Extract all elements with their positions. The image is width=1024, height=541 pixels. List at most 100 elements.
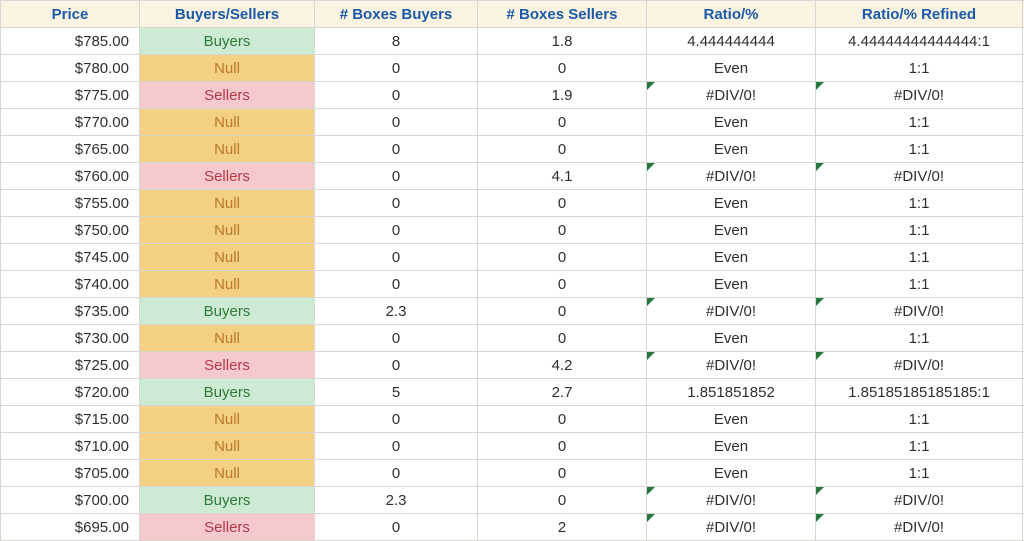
cell-price[interactable]: $785.00 — [1, 28, 140, 55]
cell-nsell[interactable]: 0 — [478, 433, 647, 460]
cell-nsell[interactable]: 4.2 — [478, 352, 647, 379]
cell-bs[interactable]: Null — [140, 406, 315, 433]
cell-nsell[interactable]: 0 — [478, 217, 647, 244]
cell-price[interactable]: $715.00 — [1, 406, 140, 433]
cell-bs[interactable]: Buyers — [140, 487, 315, 514]
cell-nbuy[interactable]: 0 — [315, 460, 478, 487]
cell-price[interactable]: $770.00 — [1, 109, 140, 136]
cell-nsell[interactable]: 1.9 — [478, 82, 647, 109]
cell-bs[interactable]: Null — [140, 244, 315, 271]
cell-nbuy[interactable]: 8 — [315, 28, 478, 55]
cell-nbuy[interactable]: 0 — [315, 433, 478, 460]
cell-nsell[interactable]: 0 — [478, 460, 647, 487]
cell-bs[interactable]: Null — [140, 433, 315, 460]
cell-ratio2[interactable]: 1:1 — [816, 460, 1023, 487]
cell-ratio[interactable]: 4.444444444 — [647, 28, 816, 55]
cell-bs[interactable]: Sellers — [140, 82, 315, 109]
cell-price[interactable]: $720.00 — [1, 379, 140, 406]
cell-ratio2[interactable]: #DIV/0! — [816, 82, 1023, 109]
cell-ratio[interactable]: Even — [647, 325, 816, 352]
cell-ratio[interactable]: #DIV/0! — [647, 298, 816, 325]
cell-price[interactable]: $760.00 — [1, 163, 140, 190]
cell-bs[interactable]: Sellers — [140, 163, 315, 190]
cell-nsell[interactable]: 0 — [478, 325, 647, 352]
cell-ratio[interactable]: #DIV/0! — [647, 352, 816, 379]
cell-price[interactable]: $755.00 — [1, 190, 140, 217]
cell-nsell[interactable]: 2.7 — [478, 379, 647, 406]
cell-bs[interactable]: Null — [140, 460, 315, 487]
cell-nsell[interactable]: 1.8 — [478, 28, 647, 55]
cell-nbuy[interactable]: 0 — [315, 163, 478, 190]
cell-ratio2[interactable]: 1:1 — [816, 433, 1023, 460]
column-header-ratio2[interactable]: Ratio/% Refined — [816, 1, 1023, 28]
cell-bs[interactable]: Null — [140, 217, 315, 244]
cell-nbuy[interactable]: 2.3 — [315, 298, 478, 325]
cell-nsell[interactable]: 0 — [478, 271, 647, 298]
cell-nbuy[interactable]: 5 — [315, 379, 478, 406]
cell-nbuy[interactable]: 0 — [315, 217, 478, 244]
cell-bs[interactable]: Buyers — [140, 379, 315, 406]
cell-ratio2[interactable]: #DIV/0! — [816, 298, 1023, 325]
cell-bs[interactable]: Null — [140, 325, 315, 352]
cell-nsell[interactable]: 0 — [478, 136, 647, 163]
cell-nbuy[interactable]: 0 — [315, 55, 478, 82]
cell-price[interactable]: $740.00 — [1, 271, 140, 298]
cell-ratio2[interactable]: 1:1 — [816, 244, 1023, 271]
cell-price[interactable]: $745.00 — [1, 244, 140, 271]
cell-ratio2[interactable]: #DIV/0! — [816, 487, 1023, 514]
cell-bs[interactable]: Buyers — [140, 298, 315, 325]
cell-ratio2[interactable]: 1:1 — [816, 271, 1023, 298]
cell-bs[interactable]: Null — [140, 109, 315, 136]
cell-bs[interactable]: Null — [140, 55, 315, 82]
cell-ratio[interactable]: 1.851851852 — [647, 379, 816, 406]
cell-nsell[interactable]: 0 — [478, 190, 647, 217]
cell-price[interactable]: $780.00 — [1, 55, 140, 82]
cell-ratio[interactable]: Even — [647, 190, 816, 217]
cell-ratio2[interactable]: #DIV/0! — [816, 163, 1023, 190]
cell-price[interactable]: $735.00 — [1, 298, 140, 325]
cell-nsell[interactable]: 0 — [478, 55, 647, 82]
cell-nbuy[interactable]: 0 — [315, 271, 478, 298]
cell-ratio2[interactable]: 1:1 — [816, 136, 1023, 163]
column-header-bs[interactable]: Buyers/Sellers — [140, 1, 315, 28]
cell-ratio[interactable]: Even — [647, 217, 816, 244]
cell-ratio[interactable]: Even — [647, 460, 816, 487]
cell-bs[interactable]: Null — [140, 271, 315, 298]
column-header-nbuy[interactable]: # Boxes Buyers — [315, 1, 478, 28]
cell-nbuy[interactable]: 0 — [315, 325, 478, 352]
cell-nbuy[interactable]: 0 — [315, 109, 478, 136]
cell-ratio[interactable]: #DIV/0! — [647, 82, 816, 109]
cell-ratio2[interactable]: 1:1 — [816, 55, 1023, 82]
cell-ratio2[interactable]: 1:1 — [816, 325, 1023, 352]
cell-ratio[interactable]: #DIV/0! — [647, 163, 816, 190]
cell-price[interactable]: $750.00 — [1, 217, 140, 244]
cell-nbuy[interactable]: 2.3 — [315, 487, 478, 514]
column-header-nsell[interactable]: # Boxes Sellers — [478, 1, 647, 28]
cell-ratio2[interactable]: 1:1 — [816, 109, 1023, 136]
cell-nsell[interactable]: 0 — [478, 109, 647, 136]
cell-ratio[interactable]: Even — [647, 271, 816, 298]
cell-price[interactable]: $775.00 — [1, 82, 140, 109]
cell-ratio[interactable]: Even — [647, 433, 816, 460]
cell-ratio2[interactable]: 1:1 — [816, 406, 1023, 433]
cell-nbuy[interactable]: 0 — [315, 244, 478, 271]
cell-nsell[interactable]: 0 — [478, 244, 647, 271]
cell-nbuy[interactable]: 0 — [315, 352, 478, 379]
cell-bs[interactable]: Sellers — [140, 352, 315, 379]
cell-price[interactable]: $710.00 — [1, 433, 140, 460]
cell-nbuy[interactable]: 0 — [315, 136, 478, 163]
cell-ratio[interactable]: Even — [647, 55, 816, 82]
cell-ratio2[interactable]: #DIV/0! — [816, 352, 1023, 379]
cell-ratio[interactable]: Even — [647, 244, 816, 271]
cell-ratio2[interactable]: 1:1 — [816, 217, 1023, 244]
cell-price[interactable]: $730.00 — [1, 325, 140, 352]
cell-ratio2[interactable]: 4.44444444444444:1 — [816, 28, 1023, 55]
cell-ratio2[interactable]: 1:1 — [816, 190, 1023, 217]
column-header-price[interactable]: Price — [1, 1, 140, 28]
cell-nbuy[interactable]: 0 — [315, 82, 478, 109]
cell-ratio[interactable]: Even — [647, 136, 816, 163]
cell-nsell[interactable]: 0 — [478, 298, 647, 325]
cell-bs[interactable]: Buyers — [140, 28, 315, 55]
cell-price[interactable]: $765.00 — [1, 136, 140, 163]
cell-bs[interactable]: Null — [140, 190, 315, 217]
